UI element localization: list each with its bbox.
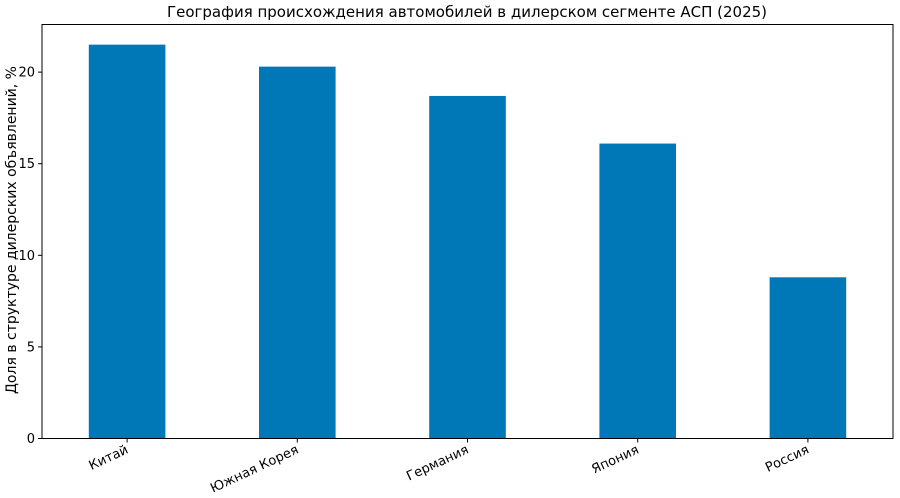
y-tick-label: 5 bbox=[27, 340, 35, 355]
y-tick-label: 10 bbox=[18, 249, 35, 264]
bar-2 bbox=[429, 95, 506, 439]
x-tick-label: Южная Корея bbox=[208, 443, 301, 497]
y-axis-ticks: 0 5 10 15 20 bbox=[18, 66, 42, 447]
y-tick-label: 15 bbox=[18, 157, 35, 172]
plot-frame bbox=[41, 24, 894, 439]
bar-4 bbox=[769, 277, 847, 439]
bar-0 bbox=[88, 44, 166, 439]
y-tick-label: 0 bbox=[27, 432, 35, 447]
y-axis-label: Доля в структуре дилерских объявлений, % bbox=[4, 66, 20, 394]
bar-1 bbox=[259, 66, 336, 439]
x-tick-label: Япония bbox=[589, 443, 641, 478]
x-tick-label: Германия bbox=[404, 443, 471, 485]
bars-group bbox=[88, 44, 847, 439]
x-tick-label: Китай bbox=[87, 443, 131, 474]
chart-title: География происхождения автомобилей в ди… bbox=[167, 3, 767, 21]
bar-3 bbox=[599, 143, 676, 439]
x-tick-label: Россия bbox=[763, 443, 811, 476]
y-tick-label: 20 bbox=[18, 66, 35, 81]
x-axis-ticks: Китай Южная Корея Германия Япония Россия bbox=[87, 438, 812, 497]
